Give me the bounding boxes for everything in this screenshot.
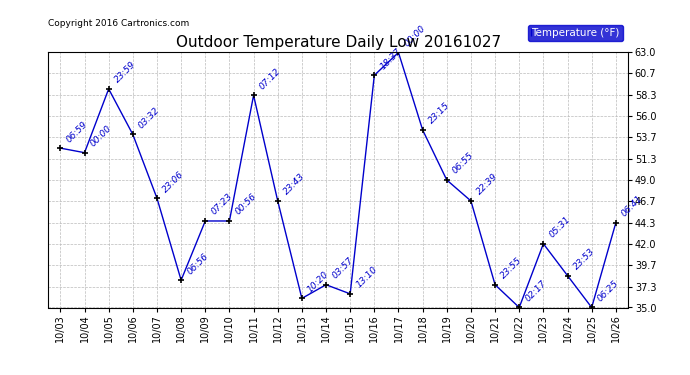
Text: 23:15: 23:15 [427,101,451,126]
Text: 03:57: 03:57 [331,256,355,280]
Text: 07:12: 07:12 [258,66,282,91]
Title: Outdoor Temperature Daily Low 20161027: Outdoor Temperature Daily Low 20161027 [175,35,501,50]
Text: 00:00: 00:00 [89,124,113,148]
Text: 02:17: 02:17 [524,279,548,303]
Text: 18:37: 18:37 [379,46,403,71]
Text: 22:39: 22:39 [475,172,500,197]
Text: 00:00: 00:00 [403,24,427,48]
Text: 06:25: 06:25 [596,279,620,303]
Text: Copyright 2016 Cartronics.com: Copyright 2016 Cartronics.com [48,20,190,28]
Text: 06:55: 06:55 [451,151,475,176]
Text: 23:59: 23:59 [113,60,137,85]
Legend: Temperature (°F): Temperature (°F) [528,24,622,41]
Text: 23:43: 23:43 [282,172,306,197]
Text: 03:32: 03:32 [137,105,161,130]
Text: 23:53: 23:53 [572,247,596,272]
Text: 06:41: 06:41 [620,194,644,219]
Text: 06:59: 06:59 [65,119,89,144]
Text: 10:20: 10:20 [306,270,331,294]
Text: 07:23: 07:23 [210,192,234,217]
Text: 00:56: 00:56 [234,192,258,217]
Text: 06:56: 06:56 [186,251,210,276]
Text: 23:55: 23:55 [500,256,524,280]
Text: 13:10: 13:10 [355,265,379,290]
Text: 23:06: 23:06 [161,169,186,194]
Text: 05:31: 05:31 [548,215,572,240]
